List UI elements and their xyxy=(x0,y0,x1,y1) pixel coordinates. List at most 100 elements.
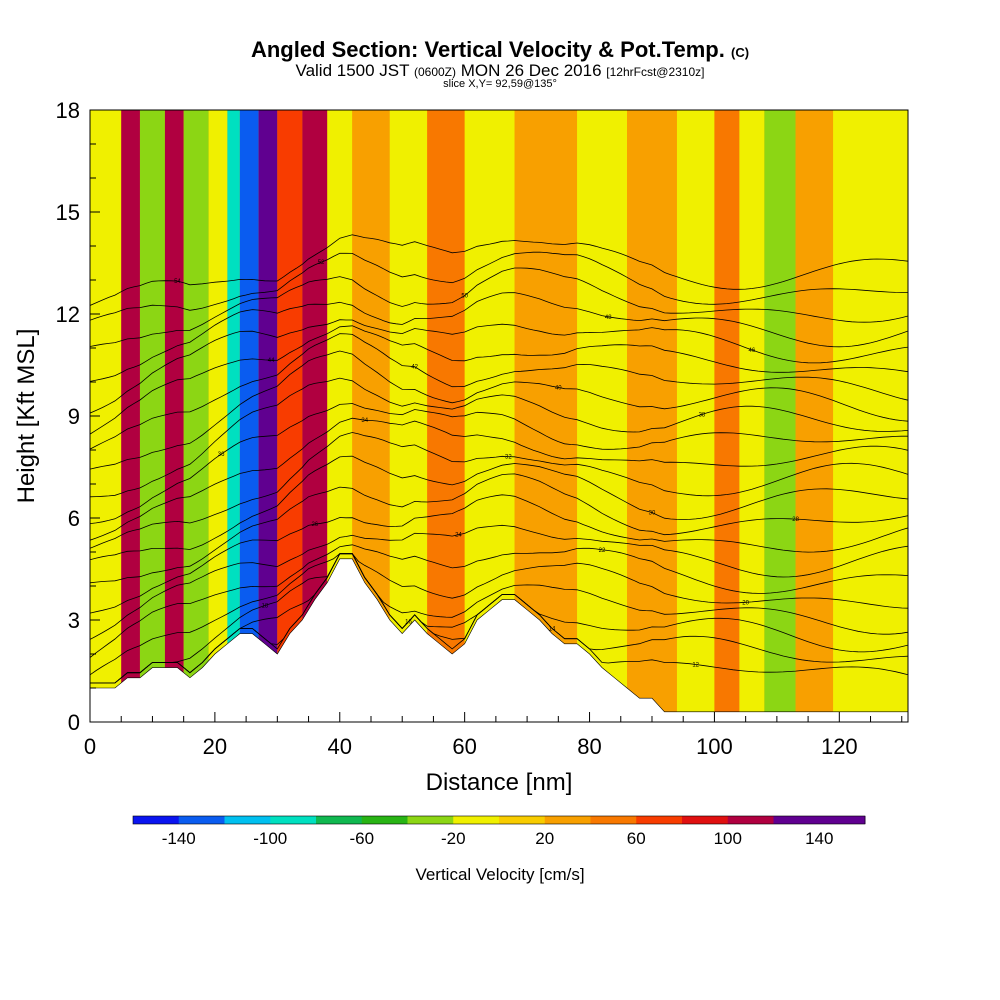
isentrope-line xyxy=(90,544,908,658)
colorbar-tick-label: 100 xyxy=(714,829,742,848)
colorbar-swatch xyxy=(407,816,454,824)
isentrope-label: 20 xyxy=(742,600,749,606)
valid-zulu: (0600Z) xyxy=(413,65,456,79)
x-tick-label: 80 xyxy=(577,734,601,759)
isentrope-label: 50 xyxy=(461,294,468,300)
isentrope-line xyxy=(90,553,908,684)
colorbar-swatch xyxy=(361,816,408,824)
y-tick-label: 6 xyxy=(68,506,80,531)
velocity-band xyxy=(208,110,228,722)
chart-title: Angled Section: Vertical Velocity & Pot.… xyxy=(0,37,1000,63)
isentrope-label: 32 xyxy=(505,455,512,461)
isentrope-line xyxy=(90,432,908,549)
velocity-band xyxy=(389,110,428,722)
isentrope-line xyxy=(90,292,908,382)
isentrope-label: 34 xyxy=(361,418,368,424)
y-tick-label: 0 xyxy=(68,710,80,735)
isentrope-label: 38 xyxy=(699,412,706,418)
colorbar-swatch xyxy=(727,816,774,824)
isentrope-label: 44 xyxy=(268,358,275,364)
isentrope-line xyxy=(90,494,908,614)
isentrope-line xyxy=(90,553,908,676)
colorbar-tick-label: -100 xyxy=(253,829,287,848)
velocity-band xyxy=(577,110,628,722)
isentrope-line xyxy=(90,333,908,450)
chart-title-text: Angled Section: Vertical Velocity & Pot.… xyxy=(250,37,725,62)
isentrope-label: 14 xyxy=(549,627,556,633)
y-tick-label: 18 xyxy=(56,98,80,123)
colorbar-tick-label: 140 xyxy=(805,829,833,848)
isentrope-line xyxy=(90,403,908,524)
isentrope-label: 40 xyxy=(555,385,562,391)
colorbar-swatch xyxy=(316,816,363,824)
velocity-band xyxy=(164,110,184,722)
colorbar-swatch xyxy=(499,816,546,824)
velocity-band xyxy=(258,110,278,722)
colorbar-label: Vertical Velocity [cm/s] xyxy=(415,865,584,884)
colorbar-swatch xyxy=(453,816,500,824)
isentrope-line xyxy=(90,417,908,541)
velocity-band xyxy=(795,110,834,722)
isentrope-line xyxy=(90,325,908,435)
x-tick-label: 0 xyxy=(84,734,96,759)
y-tick-label: 3 xyxy=(68,608,80,633)
velocity-band xyxy=(121,110,140,722)
isentrope-label: 24 xyxy=(455,533,462,539)
velocity-band xyxy=(739,110,765,722)
isentrope-label: 48 xyxy=(605,315,612,321)
y-tick-label: 12 xyxy=(56,302,80,327)
chart-subtitle: Valid 1500 JST (0600Z) MON 26 Dec 2016 [… xyxy=(0,61,1000,81)
isentrope-line xyxy=(90,473,908,584)
velocity-band xyxy=(676,110,715,722)
colorbar-swatch xyxy=(178,816,225,824)
colorbar-tick-label: -20 xyxy=(441,829,466,848)
colorbar-frame xyxy=(132,815,866,825)
colorbar-swatch xyxy=(133,816,180,824)
isentrope-label: 52 xyxy=(318,260,325,266)
isentrope-line xyxy=(90,251,908,321)
velocity-band xyxy=(714,110,740,722)
velocity-band xyxy=(833,110,908,722)
isentrope-line xyxy=(90,267,908,347)
isentrope-label: 36 xyxy=(218,452,225,458)
colorbar-tick-label: -140 xyxy=(162,829,196,848)
y-tick-label: 15 xyxy=(56,200,80,225)
forecast-info: [12hrFcst@2310z] xyxy=(606,65,705,79)
velocity-band xyxy=(239,110,259,722)
valid-date: MON 26 Dec 2016 xyxy=(460,61,602,80)
velocity-band xyxy=(227,110,240,722)
x-tick-label: 100 xyxy=(696,734,733,759)
isentrope-line xyxy=(90,553,908,684)
isentrope-label: 54 xyxy=(174,279,181,285)
colorbar-swatch xyxy=(636,816,683,824)
isentrope-line xyxy=(90,319,908,414)
isentrope-label: 18 xyxy=(261,603,268,609)
x-tick-label: 40 xyxy=(328,734,352,759)
isentrope-line xyxy=(90,377,908,498)
velocity-band xyxy=(183,110,209,722)
chart-title-unit: (C) xyxy=(731,45,750,60)
terrain xyxy=(89,558,909,723)
y-axis-label: Height [Kft MSL] xyxy=(13,329,40,504)
velocity-band xyxy=(627,110,677,722)
isentrope-label: 42 xyxy=(411,365,418,371)
x-tick-label: 60 xyxy=(452,734,476,759)
isentrope-line xyxy=(90,234,908,306)
potential-temperature-contours: 54 52 50 48 46 44 42 40 38 36 34 32 30 28 26 24 22 20 18 16… xyxy=(90,234,908,684)
terrain-profile xyxy=(89,558,909,723)
colorbar-tick-label: -60 xyxy=(349,829,374,848)
isentrope-line xyxy=(90,455,908,561)
y-tick-label: 9 xyxy=(68,404,80,429)
x-tick-label: 120 xyxy=(821,734,858,759)
colorbar-swatch xyxy=(819,816,866,824)
isentrope-label: 22 xyxy=(599,548,606,554)
valid-time: Valid 1500 JST xyxy=(295,61,410,80)
colorbar-swatch xyxy=(590,816,637,824)
isentrope-label: 30 xyxy=(649,510,656,516)
slice-info: slice X,Y= 92,59@135° xyxy=(443,78,557,90)
isentrope-label: 28 xyxy=(792,517,799,523)
isentrope-label: 12 xyxy=(692,662,699,668)
x-axis-label: Distance [nm] xyxy=(426,769,573,796)
